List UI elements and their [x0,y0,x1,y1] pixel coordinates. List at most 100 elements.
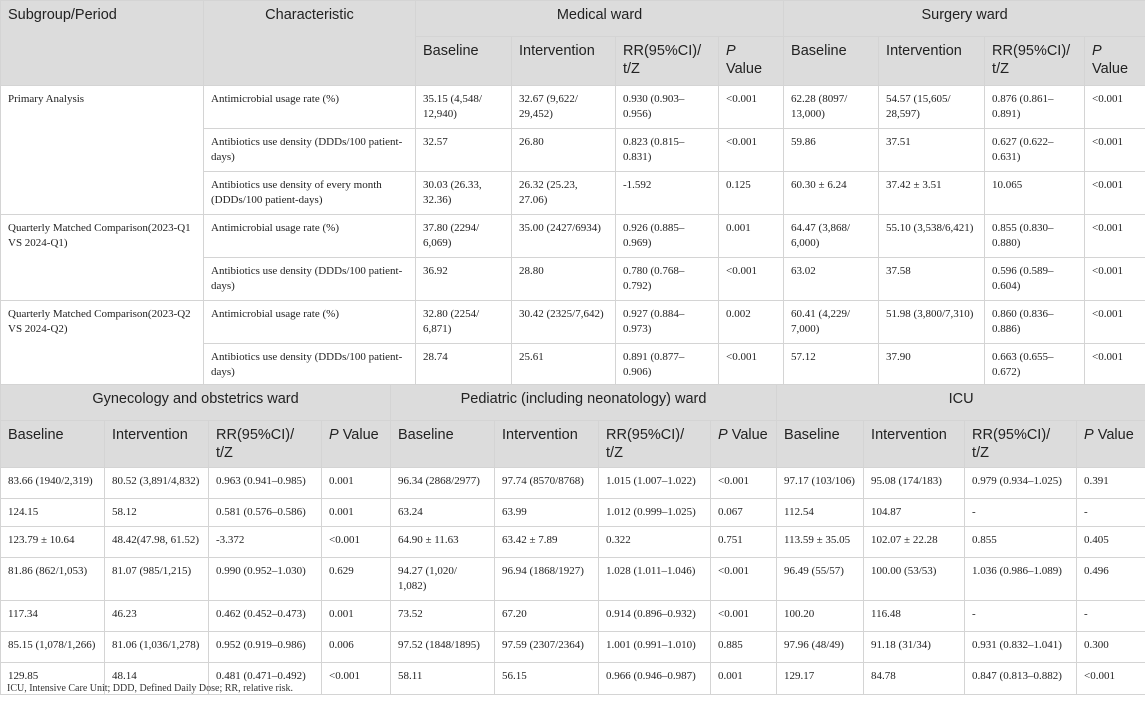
table-cell: 113.59 ± 35.05 [776,526,865,558]
table-cell: 97.17 (103/106) [776,467,865,499]
table-cell: 37.58 [878,257,986,301]
characteristic-cell: Antibiotics use density (DDDs/100 patien… [203,343,416,387]
table-cell: 35.00 (2427/6934) [511,214,616,258]
surgery-ward-header: Surgery ward [783,0,1145,37]
table-row: 117.34 46.23 0.462 (0.452–0.473) 0.001 73.52… [0,600,1145,632]
table-cell: 73.52 [390,600,496,632]
table-cell: <0.001 [710,557,778,601]
table-cell: 129.85 [0,662,105,695]
table-cell: 26.80 [511,128,616,172]
table-cell: <0.001 [320,662,392,695]
table-cell: 63.24 [390,498,496,527]
table-row: Antibiotics use density (DDDs/100 patien… [1,257,1145,301]
subgroup-cell: Primary Analysis [0,85,204,215]
subgroup-cell: Quarterly Matched Comparison(2023-Q1 VS … [0,214,204,301]
table-cell: <0.001 [717,85,785,129]
table-row: 85.15 (1,078/1,266) 81.06 (1,036/1,278) 0.… [0,631,1145,663]
table-cell: 104.87 [863,498,966,527]
table-cell: 0.823 (0.815–0.831) [615,128,719,172]
table-cell: 96.49 (55/57) [776,557,865,601]
medical-intervention-header: Intervention [511,36,616,86]
p-value-header: P Value [1076,420,1145,468]
table-cell: 97.59 (2307/2364) [494,631,600,663]
table-cell: 0.627 (0.622–0.631) [984,128,1086,172]
table-cell: 30.03 (26.33, 32.36) [415,171,512,215]
table-cell: 67.20 [494,600,600,632]
table-cell: 63.42 ± 7.89 [494,526,600,558]
column-header: Intervention [494,420,600,468]
table-cell: <0.001 [1084,343,1145,387]
table-cell: 0.876 (0.861–0.891) [984,85,1086,129]
ward-header: Pediatric (including neonatology) ward [390,384,778,421]
table-cell: 0.963 (0.941–0.985) [208,467,322,499]
surgery-baseline-header: Baseline [783,36,880,86]
table-cell: 0.002 [717,300,785,344]
table-cell: 0.001 [320,467,392,499]
table-cell: 28.80 [511,257,616,301]
characteristic-cell: Antimicrobial usage rate (%) [203,85,416,129]
characteristic-cell: Antibiotics use density (DDDs/100 patien… [203,128,416,172]
table-cell: 37.51 [878,128,986,172]
table-row: Quarterly Matched Comparison(2023-Q2 VS … [0,300,1145,387]
table-cell: 63.02 [783,257,880,301]
column-header: Baseline [0,420,105,468]
column-header: RR(95%CI)/ t/Z [208,420,322,468]
table-cell: 37.90 [878,343,986,387]
table-row: 123.79 ± 10.64 48.42(47.98, 61.52) -3.372 <… [0,526,1145,558]
table-cell: 0.001 [710,662,778,695]
table-cell: 63.99 [494,498,600,527]
ward-header: Gynecology and obstetrics ward [0,384,392,421]
table-row: Quarterly Matched Comparison(2023-Q1 VS … [0,214,1145,301]
table-cell: 97.96 (48/49) [776,631,865,663]
table-cell: 0.629 [320,557,392,601]
table-cell: 0.927 (0.884–0.973) [615,300,719,344]
table-cell: 36.92 [415,257,512,301]
table-cell: 100.20 [776,600,865,632]
table-cell: 81.07 (985/1,215) [104,557,209,601]
table-cell: 96.34 (2868/2977) [390,467,496,499]
characteristic-cell: Antimicrobial usage rate (%) [203,300,416,344]
table-cell: 10.065 [984,171,1086,215]
table-cell: <0.001 [1084,300,1145,344]
table-cell: 0.391 [1076,467,1145,499]
table-cell: 0.405 [1076,526,1145,558]
table-cell: - [964,600,1078,632]
characteristic-header: Characteristic [203,0,416,86]
table-cell: 1.036 (0.986–1.089) [964,557,1078,601]
table-cell: 55.10 (3,538/6,421) [878,214,986,258]
table-cell: 95.08 (174/183) [863,467,966,499]
table-cell: 84.78 [863,662,966,695]
table-cell: 0.001 [320,498,392,527]
characteristic-cell: Antibiotics use density of every month (… [203,171,416,215]
table-cell: 0.596 (0.589–0.604) [984,257,1086,301]
table-cell: 0.067 [710,498,778,527]
table-cell: 85.15 (1,078/1,266) [0,631,105,663]
p-value-header: P Value [320,420,392,468]
table-cell: 60.30 ± 6.24 [783,171,880,215]
table-cell: 1.001 (0.991–1.010) [598,631,712,663]
medical-ward-header: Medical ward [414,0,785,37]
table-cell: <0.001 [1084,85,1145,129]
surgery-rr-header: RR(95%CI)/ t/Z [984,36,1086,86]
table-footnote: ICU, Intensive Care Unit; DDD, Defined D… [7,683,294,694]
table-cell: 46.23 [104,600,209,632]
table-cell: 81.86 (862/1,053) [0,557,105,601]
primary-results-table: Subgroup/Period Characteristic Medical w… [0,0,1145,387]
column-header: RR(95%CI)/ t/Z [964,420,1078,468]
medical-rr-header: RR(95%CI)/ t/Z [615,36,719,86]
table-cell: 62.28 (8097/ 13,000) [783,85,880,129]
table-cell: 0.930 (0.903–0.956) [615,85,719,129]
table-cell: <0.001 [1084,257,1145,301]
table-cell: 0.001 [717,214,785,258]
table-cell: 116.48 [863,600,966,632]
surgery-intervention-header: Intervention [878,36,986,86]
table-cell: 0.462 (0.452–0.473) [208,600,322,632]
table-cell: 91.18 (31/34) [863,631,966,663]
table-cell: <0.001 [1084,128,1145,172]
table-cell: -3.372 [208,526,322,558]
table-cell: 48.42(47.98, 61.52) [104,526,209,558]
table-cell: 81.06 (1,036/1,278) [104,631,209,663]
table-cell: 64.90 ± 11.63 [390,526,496,558]
table-cell: 102.07 ± 22.28 [863,526,966,558]
column-header: RR(95%CI)/ t/Z [598,420,712,468]
